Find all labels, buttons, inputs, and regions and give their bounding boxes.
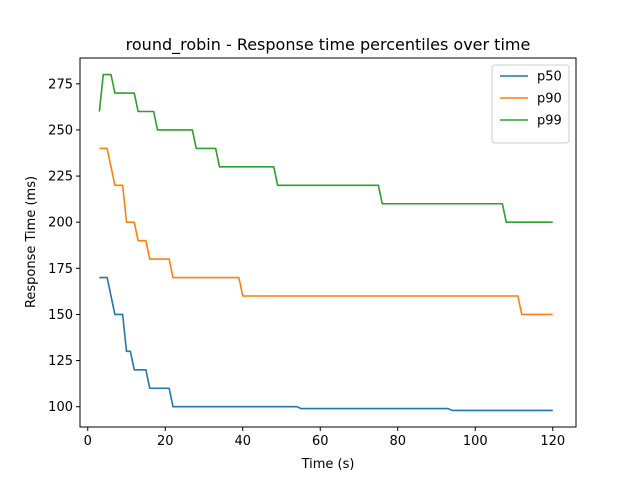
y-tick-label: 150 xyxy=(48,308,73,323)
x-tick-label: 40 xyxy=(234,434,251,449)
y-tick-label: 200 xyxy=(48,216,73,231)
chart-title: round_robin - Response time percentiles … xyxy=(126,35,531,55)
legend-label-p50: p50 xyxy=(537,70,562,85)
y-tick-label: 275 xyxy=(48,77,73,92)
x-tick-label: 100 xyxy=(463,434,488,449)
x-axis-label: Time (s) xyxy=(301,457,355,472)
legend-label-p99: p99 xyxy=(537,114,562,129)
x-tick-label: 80 xyxy=(389,434,406,449)
x-tick-label: 0 xyxy=(84,434,92,449)
legend: p50 p90 p99 xyxy=(491,64,570,144)
y-tick-label: 250 xyxy=(48,123,73,138)
series-line-p99 xyxy=(98,73,553,223)
series-line-p50 xyxy=(99,276,553,412)
plot-area xyxy=(98,73,553,412)
plot-frame xyxy=(79,57,577,428)
x-tick-label: 60 xyxy=(312,434,329,449)
y-axis-label: Response Time (ms) xyxy=(24,176,39,308)
y-tick-label: 225 xyxy=(48,170,73,185)
y-tick-label: 100 xyxy=(48,400,73,415)
x-tick-label: 20 xyxy=(157,434,174,449)
y-tick-label: 125 xyxy=(48,354,73,369)
x-tick-label: 120 xyxy=(540,434,565,449)
legend-label-p90: p90 xyxy=(537,92,562,107)
series-line-p90 xyxy=(99,147,553,316)
axis-ticks: 0 20 40 60 80 100 120 100 125 150 175 200 225 250 275 xyxy=(48,77,565,449)
y-tick-label: 175 xyxy=(48,262,73,277)
legend-box xyxy=(491,64,570,144)
